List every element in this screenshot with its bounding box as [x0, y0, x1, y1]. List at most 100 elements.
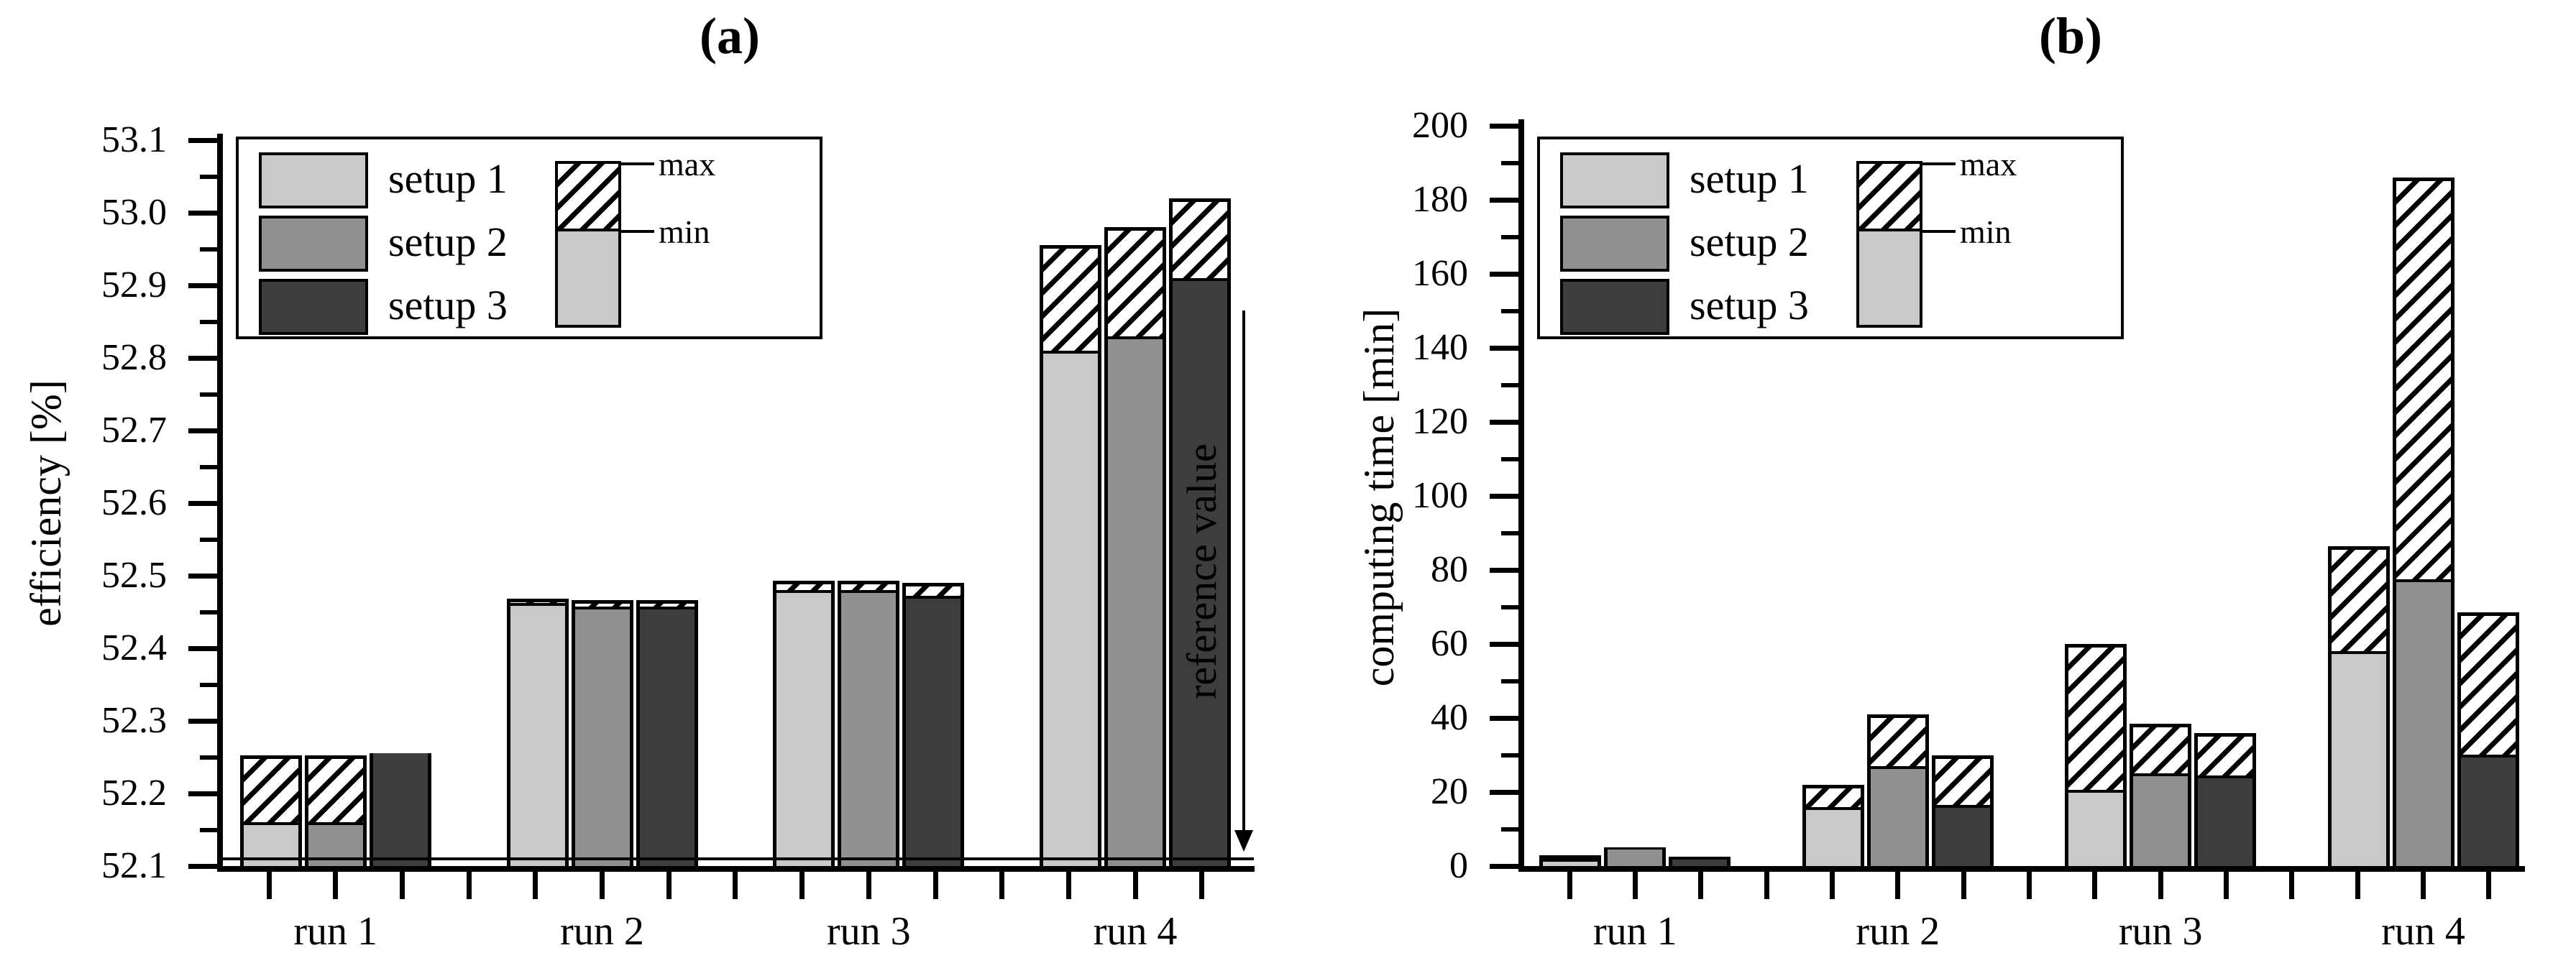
x-category-label-b: run 3 — [2118, 909, 2203, 954]
x-tick-a — [666, 872, 671, 899]
legend-min-pointer-line — [621, 230, 654, 233]
legend-minmax-sample-bar — [555, 161, 621, 328]
y-tick-label-b: 40 — [1431, 697, 1468, 738]
x-tick-a — [733, 872, 738, 899]
y-major-tick-a — [188, 137, 217, 143]
y-major-tick-b — [1490, 715, 1518, 721]
y-tick-label-a: 52.5 — [101, 555, 167, 596]
bar-a-run1-setup2 — [304, 755, 367, 866]
y-minor-tick-a — [200, 392, 217, 397]
bar-a-run3-setup1 — [773, 581, 835, 866]
bar-a-run2-setup2 — [571, 600, 633, 866]
y-axis-line-b — [1518, 119, 1524, 872]
y-tick-label-a: 52.1 — [101, 845, 167, 886]
y-tick-label-a: 52.3 — [101, 700, 167, 741]
legend-swatch-setup1 — [259, 152, 368, 208]
x-tick-b — [2289, 872, 2295, 899]
reference-arrow-head — [1234, 829, 1253, 852]
legend-swatch-setup3 — [259, 279, 368, 335]
x-axis-line-a — [217, 866, 1255, 872]
x-tick-b — [1961, 872, 1966, 899]
bar-a-run3-setup3 — [902, 583, 965, 866]
x-tick-b — [1632, 872, 1638, 899]
x-tick-b — [1764, 872, 1769, 899]
bar-b-run4-setup3 — [2457, 612, 2519, 866]
y-tick-label-b: 160 — [1412, 253, 1468, 294]
panel-a-title: (a) — [700, 7, 760, 65]
legend-label-setup2: setup 2 — [388, 218, 508, 265]
y-major-tick-a — [188, 282, 217, 288]
x-category-label-a: run 3 — [826, 909, 911, 954]
legend-swatch-setup1 — [1560, 152, 1669, 208]
bar-solid-min-segment — [1043, 350, 1099, 866]
y-tick-label-a: 52.4 — [101, 627, 167, 668]
bar-a-run1-setup3 — [369, 753, 431, 866]
bar-solid-min-segment — [510, 603, 565, 866]
bar-b-run1-setup2 — [1604, 847, 1667, 866]
bar-a-run4-setup1 — [1040, 245, 1102, 866]
legend-label-setup1: setup 1 — [388, 155, 508, 202]
x-tick-a — [266, 872, 272, 899]
x-tick-b — [2486, 872, 2492, 899]
x-category-label-b: run 4 — [2381, 909, 2465, 954]
y-tick-label-a: 52.7 — [101, 410, 167, 451]
legend-max-pointer-line — [621, 162, 654, 165]
y-tick-label-b: 200 — [1412, 105, 1468, 146]
bar-solid-min-segment — [2198, 775, 2253, 866]
y-minor-tick-b — [1501, 456, 1518, 461]
y-minor-tick-a — [200, 464, 217, 469]
y-major-tick-b — [1490, 197, 1518, 203]
bar-b-run3-setup3 — [2194, 732, 2257, 866]
bar-solid-min-segment — [2396, 579, 2451, 866]
bar-solid-min-segment — [372, 753, 428, 866]
x-tick-b — [2224, 872, 2229, 899]
bar-b-run3-setup2 — [2130, 723, 2192, 866]
bar-solid-min-segment — [1805, 806, 1861, 866]
bar-a-run1-setup1 — [239, 755, 302, 866]
bar-solid-min-segment — [2331, 651, 2386, 866]
x-tick-a — [932, 872, 938, 899]
y-major-tick-a — [188, 355, 217, 361]
reference-value-label: reference value — [1178, 443, 1225, 699]
y-tick-label-b: 180 — [1412, 179, 1468, 220]
y-minor-tick-b — [1501, 234, 1518, 239]
reference-arrow-line — [1242, 310, 1245, 832]
y-tick-label-b: 80 — [1431, 549, 1468, 590]
bar-solid-min-segment — [1672, 859, 1728, 866]
y-tick-label-b: 20 — [1431, 771, 1468, 812]
bar-a-run4-setup3 — [1169, 198, 1232, 866]
y-minor-tick-b — [1501, 160, 1518, 165]
x-tick-a — [999, 872, 1005, 899]
x-tick-b — [2355, 872, 2360, 899]
y-major-tick-a — [188, 718, 217, 724]
x-tick-a — [799, 872, 805, 899]
y-minor-tick-a — [200, 247, 217, 252]
bar-b-run2-setup1 — [1802, 784, 1864, 866]
x-category-label-a: run 4 — [1093, 909, 1178, 954]
y-minor-tick-b — [1501, 678, 1518, 683]
y-tick-label-a: 52.8 — [101, 337, 167, 378]
y-minor-tick-a — [200, 319, 217, 324]
y-minor-tick-a — [200, 174, 217, 179]
legend-max-label: max — [1960, 146, 2017, 183]
bar-b-run1-setup1 — [1539, 855, 1602, 866]
legend-sample-min-segment — [558, 229, 618, 325]
bar-solid-min-segment — [1108, 336, 1163, 866]
panel-b-title: (b) — [2039, 7, 2102, 65]
bar-b-run2-setup3 — [1931, 755, 1994, 866]
y-tick-label-a: 52.9 — [101, 264, 167, 305]
y-tick-label-b: 0 — [1449, 845, 1468, 886]
bar-solid-min-segment — [906, 596, 961, 866]
y-major-tick-b — [1490, 345, 1518, 351]
bar-solid-min-segment — [776, 590, 832, 866]
x-tick-a — [1065, 872, 1071, 899]
legend-label-setup2: setup 2 — [1690, 218, 1809, 265]
x-category-label-b: run 2 — [1856, 909, 1940, 954]
x-tick-a — [399, 872, 405, 899]
y-minor-tick-a — [200, 682, 217, 687]
legend-min-label: min — [659, 213, 710, 250]
y-major-tick-b — [1490, 123, 1518, 129]
x-tick-b — [1895, 872, 1901, 899]
x-tick-b — [2421, 872, 2426, 899]
